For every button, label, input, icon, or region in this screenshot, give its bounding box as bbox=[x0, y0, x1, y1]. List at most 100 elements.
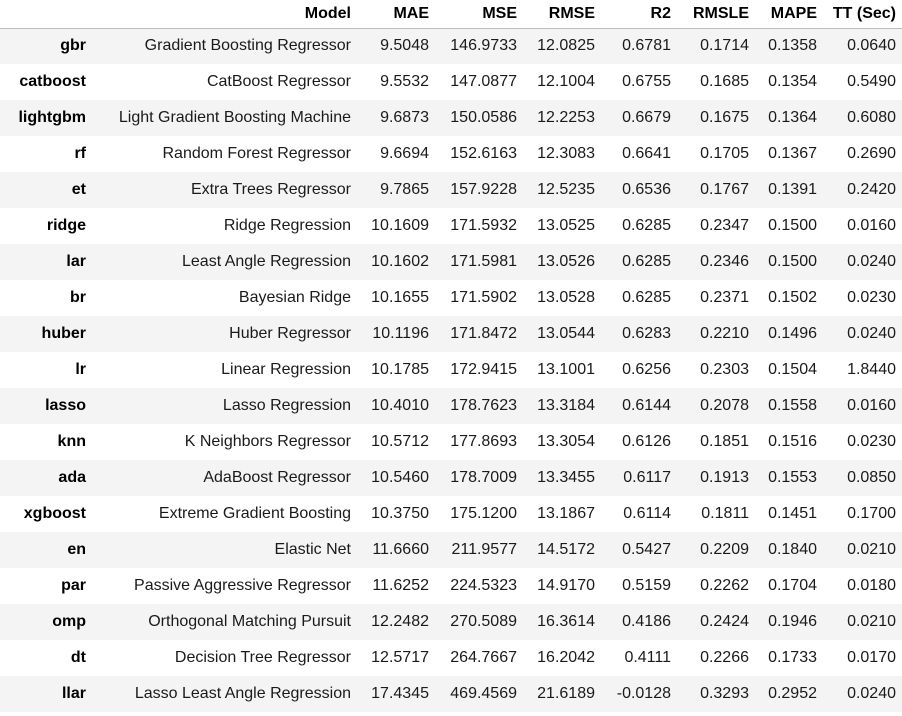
header-mse[interactable]: MSE bbox=[435, 0, 523, 29]
table-row[interactable]: lr Linear Regression 10.1785 172.9415 13.100… bbox=[0, 352, 902, 388]
tt-sec-cell: 0.0160 bbox=[847, 217, 896, 234]
r2-cell: 0.6126 bbox=[622, 433, 671, 450]
r2-cell: 0.5427 bbox=[622, 541, 671, 558]
table-row[interactable]: huber Huber Regressor 10.1196 171.8472 13.05… bbox=[0, 316, 902, 352]
mse-cell: 171.5981 bbox=[450, 253, 517, 270]
row-key-cell: et bbox=[71, 181, 86, 198]
tt-sec-cell: 0.0240 bbox=[847, 325, 896, 342]
rmse-cell: 14.5172 bbox=[537, 541, 595, 558]
row-key-cell: gbr bbox=[60, 37, 86, 55]
table-row[interactable]: gbr Gradient Boosting Regressor 9.5048 146.… bbox=[0, 28, 902, 64]
table-row[interactable]: ridge Ridge Regression 10.1609 171.5932 13.0… bbox=[0, 208, 902, 244]
r2-cell: 0.6144 bbox=[622, 397, 671, 414]
tt-sec-cell: 0.6080 bbox=[847, 109, 896, 126]
rmse-cell: 13.0544 bbox=[537, 325, 595, 342]
table-row[interactable]: xgboost Extreme Gradient Boosting 10.3750 1… bbox=[0, 496, 902, 532]
table-body: gbr Gradient Boosting Regressor 9.5048 146.… bbox=[0, 28, 902, 712]
row-key-cell: lasso bbox=[45, 397, 86, 414]
mae-cell: 17.4345 bbox=[371, 685, 429, 702]
mse-cell: 152.6163 bbox=[450, 145, 517, 162]
row-key-cell: dt bbox=[70, 649, 86, 666]
table-row[interactable]: omp Orthogonal Matching Pursuit 12.2482 270… bbox=[0, 604, 902, 640]
mae-cell: 12.2482 bbox=[371, 613, 429, 630]
model-name-cell: Random Forest Regressor bbox=[162, 145, 351, 162]
table-row[interactable]: et Extra Trees Regressor 9.7865 157.9228 12.… bbox=[0, 172, 902, 208]
header-index bbox=[0, 0, 92, 29]
mse-cell: 175.1200 bbox=[450, 505, 517, 522]
table-row[interactable]: lasso Lasso Regression 10.4010 178.7623 13.3… bbox=[0, 388, 902, 424]
row-key-cell: omp bbox=[52, 613, 86, 630]
model-name-cell: Lasso Regression bbox=[222, 397, 351, 414]
rmsle-cell: 0.2266 bbox=[700, 649, 749, 666]
rmse-cell: 12.5235 bbox=[537, 181, 595, 198]
rmsle-cell: 0.1767 bbox=[700, 181, 749, 198]
table-row[interactable]: catboost CatBoost Regressor 9.5532 147.0877… bbox=[0, 64, 902, 100]
mape-cell: 0.1358 bbox=[768, 37, 817, 55]
tt-sec-cell: 0.0240 bbox=[847, 253, 896, 270]
header-tt-sec[interactable]: TT (Sec) bbox=[823, 0, 902, 29]
mae-cell: 9.7865 bbox=[380, 181, 429, 198]
r2-cell: 0.6283 bbox=[622, 325, 671, 342]
model-name-cell: Light Gradient Boosting Machine bbox=[118, 109, 351, 126]
mae-cell: 12.5717 bbox=[371, 649, 429, 666]
mse-cell: 178.7623 bbox=[450, 397, 517, 414]
row-key-cell: catboost bbox=[19, 73, 86, 90]
table-row[interactable]: par Passive Aggressive Regressor 11.6252 22… bbox=[0, 568, 902, 604]
r2-cell: 0.4186 bbox=[622, 613, 671, 630]
model-name-cell: Lasso Least Angle Regression bbox=[134, 685, 351, 702]
row-key-cell: xgboost bbox=[23, 505, 86, 522]
mse-cell: 224.5323 bbox=[450, 577, 517, 594]
rmsle-cell: 0.2078 bbox=[700, 397, 749, 414]
tt-sec-cell: 0.0240 bbox=[847, 685, 896, 702]
tt-sec-cell: 0.5490 bbox=[847, 73, 896, 90]
header-rmsle[interactable]: RMSLE bbox=[677, 0, 755, 29]
mape-cell: 0.1553 bbox=[768, 469, 817, 486]
table-row[interactable]: ada AdaBoost Regressor 10.5460 178.7009 13.3… bbox=[0, 460, 902, 496]
rmsle-cell: 0.1675 bbox=[700, 109, 749, 126]
header-mae[interactable]: MAE bbox=[357, 0, 435, 29]
tt-sec-cell: 0.0210 bbox=[847, 541, 896, 558]
mape-cell: 0.1516 bbox=[768, 433, 817, 450]
table-row[interactable]: lar Least Angle Regression 10.1602 171.5981… bbox=[0, 244, 902, 280]
r2-cell: 0.6285 bbox=[622, 289, 671, 306]
mape-cell: 0.1364 bbox=[768, 109, 817, 126]
mae-cell: 10.1785 bbox=[371, 361, 429, 378]
mse-cell: 147.0877 bbox=[450, 73, 517, 90]
header-mape[interactable]: MAPE bbox=[755, 0, 823, 29]
header-rmse[interactable]: RMSE bbox=[523, 0, 601, 29]
rmse-cell: 16.3614 bbox=[537, 613, 595, 630]
r2-cell: 0.6679 bbox=[622, 109, 671, 126]
table-row[interactable]: llar Lasso Least Angle Regression 17.4345 4… bbox=[0, 676, 902, 712]
tt-sec-cell: 0.0230 bbox=[847, 433, 896, 450]
mae-cell: 11.6252 bbox=[372, 577, 429, 594]
row-key-cell: huber bbox=[41, 325, 86, 342]
rmsle-cell: 0.1851 bbox=[700, 433, 749, 450]
table-row[interactable]: lightgbm Light Gradient Boosting Machine 9… bbox=[0, 100, 902, 136]
mse-cell: 150.0586 bbox=[450, 109, 517, 126]
row-key-cell: lar bbox=[66, 253, 86, 270]
table-row[interactable]: dt Decision Tree Regressor 12.5717 264.7667… bbox=[0, 640, 902, 676]
row-key-cell: llar bbox=[61, 685, 86, 702]
tt-sec-cell: 0.2690 bbox=[847, 145, 896, 162]
rmsle-cell: 0.2303 bbox=[700, 361, 749, 378]
table-row[interactable]: rf Random Forest Regressor 9.6694 152.6163 1… bbox=[0, 136, 902, 172]
header-r2[interactable]: R2 bbox=[601, 0, 677, 29]
mse-cell: 157.9228 bbox=[450, 181, 517, 198]
model-name-cell: Elastic Net bbox=[274, 541, 351, 558]
rmsle-cell: 0.1714 bbox=[700, 37, 749, 55]
r2-cell: 0.6117 bbox=[623, 469, 671, 486]
mae-cell: 10.5460 bbox=[371, 469, 429, 486]
rmse-cell: 13.3455 bbox=[537, 469, 595, 486]
mse-cell: 264.7667 bbox=[450, 649, 517, 666]
table-row[interactable]: br Bayesian Ridge 10.1655 171.5902 13.0528 0.… bbox=[0, 280, 902, 316]
table-row[interactable]: en Elastic Net 11.6660 211.9577 14.5172 0.542… bbox=[0, 532, 902, 568]
header-model[interactable]: Model bbox=[92, 0, 357, 29]
rmsle-cell: 0.2424 bbox=[700, 613, 749, 630]
table-row[interactable]: knn K Neighbors Regressor 10.5712 177.8693 1… bbox=[0, 424, 902, 460]
row-key-cell: lightgbm bbox=[18, 109, 86, 126]
row-key-cell: ada bbox=[58, 469, 86, 486]
model-name-cell: Passive Aggressive Regressor bbox=[134, 577, 351, 594]
r2-cell: 0.6755 bbox=[622, 73, 671, 90]
rmse-cell: 13.0525 bbox=[537, 217, 595, 234]
